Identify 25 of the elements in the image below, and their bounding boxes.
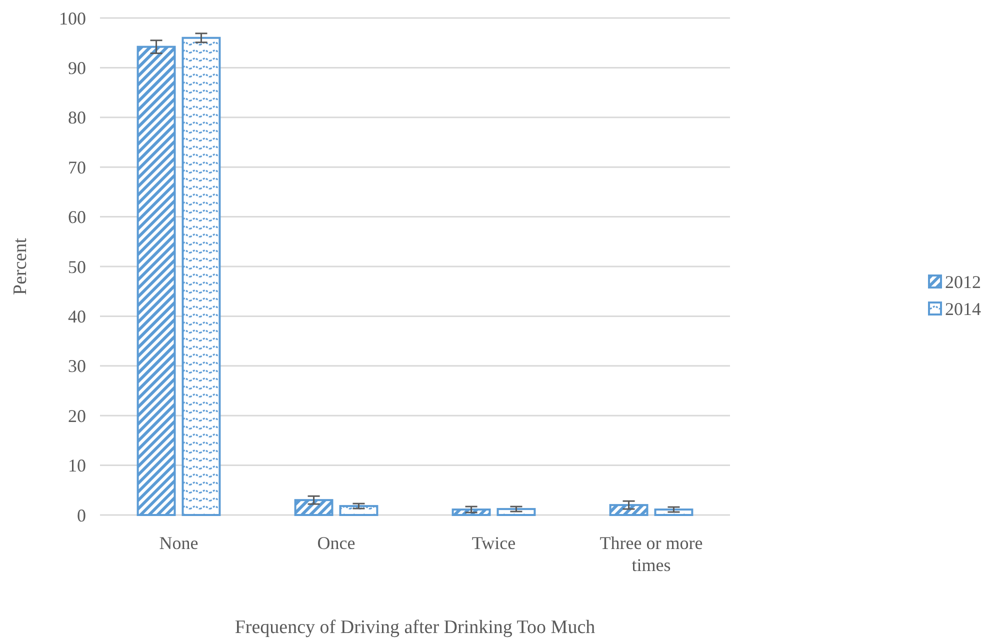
- y-tick-label: 10: [68, 456, 86, 476]
- x-axis-title: Frequency of Driving after Drinking Too Much: [234, 617, 596, 638]
- y-tick-label: 50: [68, 256, 86, 277]
- x-tick-label: Three or more times: [600, 533, 703, 575]
- bar: [182, 36, 221, 516]
- x-tick-label: Twice: [472, 533, 516, 553]
- bar: [339, 505, 378, 516]
- bar: [496, 508, 536, 516]
- y-tick-label: 0: [77, 505, 86, 526]
- y-tick-label: 40: [68, 306, 86, 326]
- y-tick-label: 60: [68, 207, 86, 228]
- x-tick-label: None: [159, 533, 198, 553]
- y-tick-label: 100: [59, 8, 86, 28]
- y-axis-title: Percent: [10, 237, 31, 295]
- y-tick-label: 80: [68, 108, 86, 128]
- x-tick-label: Once: [317, 533, 356, 553]
- y-tick-label: 20: [68, 406, 86, 426]
- y-tick-label: 70: [68, 157, 86, 178]
- y-tick-label: 90: [68, 58, 86, 78]
- bar: [136, 46, 176, 516]
- y-tick-label: 30: [68, 356, 86, 376]
- legend-label: 2012: [945, 272, 981, 292]
- legend-label: 2014: [945, 298, 981, 319]
- bar: [609, 504, 648, 516]
- bar: [294, 499, 334, 516]
